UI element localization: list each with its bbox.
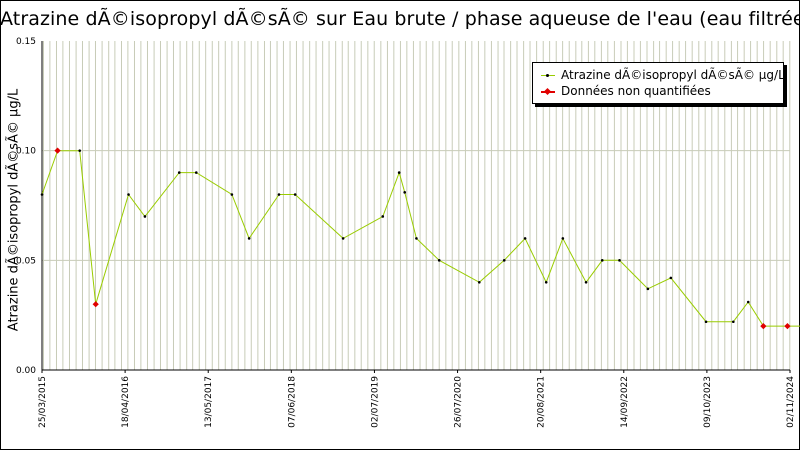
y-ticks: 0.00 0.05 0.10 0.15 <box>16 37 36 376</box>
axes <box>41 41 790 371</box>
data-point <box>561 237 565 240</box>
x-tick-label: 14/09/2022 <box>620 376 630 428</box>
data-point <box>618 259 621 262</box>
data-point <box>502 259 506 262</box>
x-tick-label: 02/07/2019 <box>370 376 380 428</box>
series-line <box>41 150 800 327</box>
data-point <box>600 259 604 262</box>
x-tick-label: 20/08/2021 <box>537 376 547 428</box>
data-point <box>127 193 130 196</box>
data-point <box>746 300 750 304</box>
data-point <box>415 237 418 240</box>
x-ticks: 25/03/2015 18/04/2016 13/05/2017 07/06/2018… <box>38 370 796 428</box>
legend-label-series: Atrazine dÃ©isopropyl dÃ©sÃ© µg/L <box>561 68 785 82</box>
x-tick-label: 18/04/2016 <box>121 376 131 428</box>
y-tick-label: 0.00 <box>16 366 36 376</box>
legend-item-series: Atrazine dÃ©isopropyl dÃ©sÃ© µg/L <box>541 68 785 83</box>
y-tick-label: 0.05 <box>16 256 36 266</box>
data-point <box>143 215 147 218</box>
data-point <box>646 287 650 291</box>
x-tick-label: 09/10/2023 <box>703 376 713 428</box>
data-point <box>584 280 588 284</box>
y-tick-label: 0.15 <box>16 37 36 47</box>
data-point <box>230 193 234 196</box>
data-point <box>40 193 44 196</box>
data-point <box>277 193 281 196</box>
data-point <box>477 280 481 284</box>
x-tick-label: 13/05/2017 <box>204 376 214 428</box>
data-point <box>247 237 251 240</box>
data-point <box>704 320 708 324</box>
data-point <box>403 191 407 194</box>
data-point <box>177 171 181 174</box>
data-point <box>669 276 673 280</box>
data-point <box>732 320 735 324</box>
data-point <box>397 171 401 174</box>
data-point <box>523 237 527 240</box>
data-point <box>194 171 198 174</box>
chart-title: Atrazine dÃ©isopropyl dÃ©sÃ© sur Eau bru… <box>0 8 800 30</box>
data-point <box>78 149 82 152</box>
data-point <box>381 215 385 218</box>
x-tick-label: 25/03/2015 <box>38 376 48 428</box>
legend-swatch-series <box>541 69 555 83</box>
x-tick-label: 02/11/2024 <box>786 376 796 428</box>
legend-label-non-quantified: Données non quantifiées <box>561 84 711 98</box>
data-point <box>437 259 441 262</box>
data-point <box>544 280 548 284</box>
y-tick-label: 0.10 <box>16 147 36 157</box>
data-point <box>341 237 345 240</box>
legend: Atrazine dÃ©isopropyl dÃ©sÃ© µg/L Donnée… <box>532 62 785 104</box>
data-point <box>293 193 297 196</box>
x-tick-label: 26/07/2020 <box>454 376 464 428</box>
legend-swatch-non-quantified <box>541 85 555 99</box>
x-tick-label: 07/06/2018 <box>287 376 297 428</box>
legend-item-non-quantified: Données non quantifiées <box>541 84 711 99</box>
